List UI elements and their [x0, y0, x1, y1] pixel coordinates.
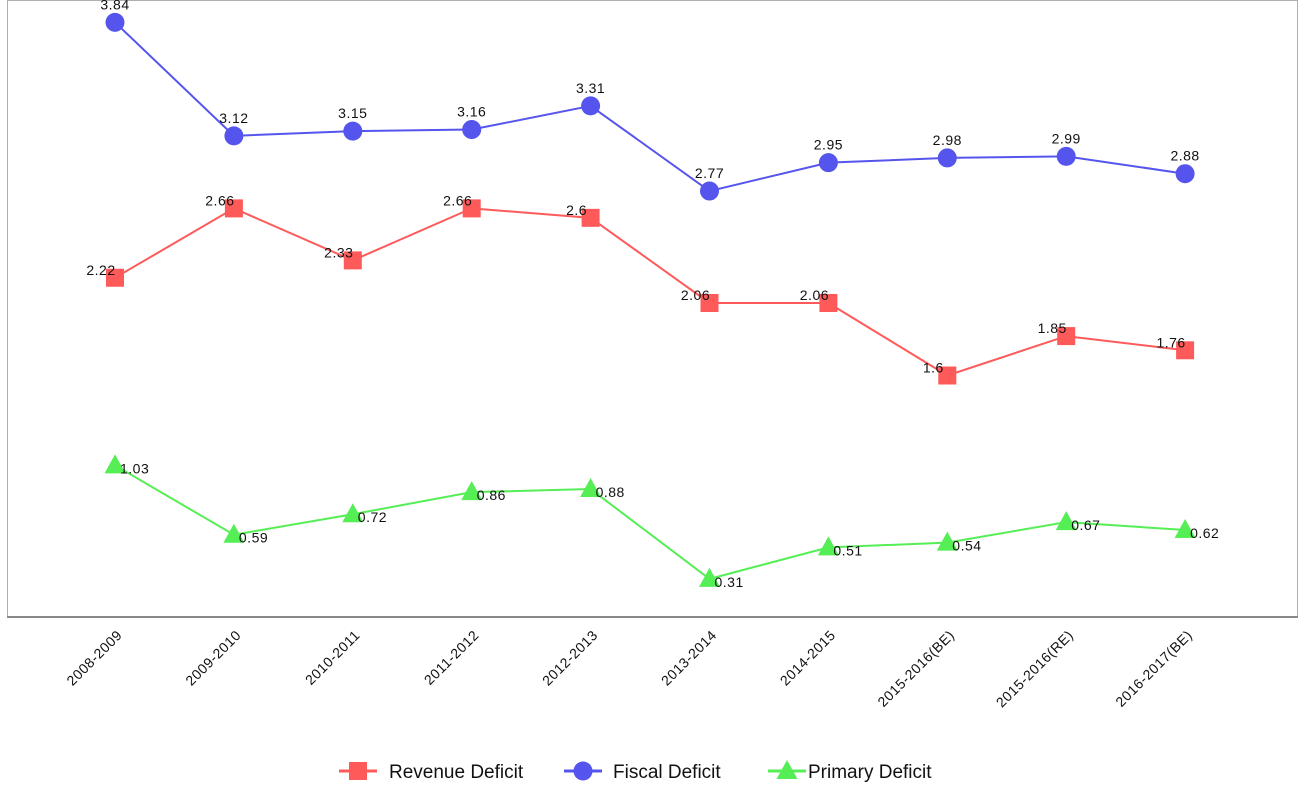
legend-item-primary-deficit[interactable]: Primary Deficit — [768, 760, 932, 783]
fiscal-deficit-point-10[interactable] — [1175, 164, 1195, 184]
primary-deficit-label-1: 1.03 — [120, 460, 149, 476]
fiscal-deficit-label-5: 3.31 — [576, 80, 605, 96]
primary-deficit-point-1[interactable] — [104, 454, 126, 474]
primary-deficit-point-2[interactable] — [223, 523, 245, 543]
revenue-deficit-label-4: 2.66 — [443, 192, 472, 208]
fiscal-deficit-label-4: 3.16 — [457, 104, 486, 120]
fiscal-deficit-point-6[interactable] — [700, 181, 719, 201]
fiscal-deficit-label-9: 2.99 — [1052, 130, 1081, 146]
fiscal-deficit-label-3: 3.15 — [338, 105, 367, 121]
fiscal-deficit-label-2: 3.12 — [219, 110, 248, 126]
legend-marker-triangle[interactable] — [776, 760, 798, 779]
fiscal-deficit-point-8[interactable] — [937, 148, 957, 168]
revenue-deficit-label-1: 2.22 — [86, 262, 115, 278]
primary-deficit-label-6: 0.31 — [715, 574, 744, 590]
legend-marker-square[interactable] — [349, 762, 367, 780]
primary-deficit-point-9[interactable] — [1055, 511, 1077, 531]
legend-marker-circle[interactable] — [573, 761, 593, 781]
revenue-deficit-point-1[interactable] — [106, 268, 124, 287]
revenue-deficit-point-4[interactable] — [462, 199, 481, 218]
x-tick-label-8: 2015-2016(BE) — [874, 627, 957, 710]
revenue-deficit-label-7: 2.06 — [800, 287, 829, 303]
fiscal-deficit-point-5[interactable] — [581, 96, 601, 116]
data-labels: 2.22 2.66 2.33 2.66 2.6 2.06 2.06 1.6 1.85 1.76 3.… — [86, 0, 1219, 590]
primary-deficit-label-7: 0.51 — [833, 542, 862, 558]
revenue-deficit-line — [114, 207, 1186, 377]
legend-item-revenue-deficit[interactable]: Revenue Deficit — [339, 762, 524, 783]
revenue-deficit-point-8[interactable] — [938, 366, 957, 385]
legend-item-fiscal-deficit[interactable]: Fiscal Deficit — [564, 761, 721, 783]
fiscal-deficit-label-1: 3.84 — [100, 0, 129, 12]
series-lines — [114, 21, 1186, 580]
x-tick-label-6: 2013-2014 — [658, 627, 720, 689]
fiscal-deficit-line — [114, 21, 1186, 193]
revenue-deficit-label-6: 2.06 — [681, 287, 710, 303]
x-tick-label-10: 2016-2017(BE) — [1112, 627, 1195, 710]
primary-deficit-point-7[interactable] — [817, 536, 839, 556]
primary-deficit-label-8: 0.54 — [952, 538, 981, 554]
primary-deficit-label-5: 0.88 — [596, 484, 625, 500]
revenue-deficit-point-3[interactable] — [343, 251, 362, 270]
x-tick-label-1: 2008-2009 — [63, 627, 125, 689]
fiscal-deficit-label-6: 2.77 — [695, 165, 724, 181]
fiscal-deficit-point-2[interactable] — [224, 126, 244, 146]
revenue-deficit-label-9: 1.85 — [1038, 320, 1067, 336]
primary-deficit-label-9: 0.67 — [1071, 517, 1100, 533]
legend-label-revenue-deficit: Revenue Deficit — [389, 762, 524, 782]
revenue-deficit-label-2: 2.66 — [205, 192, 234, 208]
revenue-deficit-point-2[interactable] — [224, 199, 243, 218]
fiscal-deficit-label-10: 2.88 — [1170, 148, 1199, 164]
x-tick-label-3: 2010-2011 — [302, 627, 363, 688]
plot-area-border — [7, 0, 1298, 617]
fiscal-deficit-point-3[interactable] — [343, 121, 363, 141]
primary-deficit-line — [114, 464, 1186, 580]
primary-deficit-label-2: 0.59 — [239, 530, 268, 546]
primary-deficit-point-10[interactable] — [1174, 519, 1196, 539]
series-markers — [104, 12, 1196, 587]
x-tick-label-7: 2014-2015 — [777, 627, 839, 689]
revenue-deficit-label-8: 1.6 — [923, 360, 944, 376]
fiscal-deficit-label-7: 2.95 — [814, 137, 843, 153]
x-tick-label-5: 2012-2013 — [539, 627, 601, 689]
revenue-deficit-point-6[interactable] — [700, 293, 719, 312]
x-tick-label-9: 2015-2016(RE) — [993, 627, 1077, 711]
fiscal-deficit-point-1[interactable] — [105, 12, 125, 32]
fiscal-deficit-label-8: 2.98 — [933, 132, 962, 148]
primary-deficit-point-4[interactable] — [461, 481, 483, 501]
revenue-deficit-point-9[interactable] — [1057, 327, 1076, 346]
revenue-deficit-label-3: 2.33 — [324, 244, 353, 260]
primary-deficit-label-10: 0.62 — [1190, 525, 1219, 541]
primary-deficit-point-5[interactable] — [580, 478, 602, 498]
revenue-deficit-point-10[interactable] — [1176, 341, 1195, 360]
x-axis-tick-labels: 2008-2009 2009-2010 2010-2011 2011-2012 2012… — [63, 627, 1195, 711]
primary-deficit-label-4: 0.86 — [477, 487, 506, 503]
primary-deficit-point-8[interactable] — [936, 531, 958, 551]
legend-label-primary-deficit: Primary Deficit — [808, 762, 932, 782]
primary-deficit-label-3: 0.72 — [358, 509, 387, 525]
x-tick-label-2: 2009-2010 — [182, 627, 244, 689]
fiscal-deficit-point-9[interactable] — [1056, 146, 1076, 166]
legend-label-fiscal-deficit: Fiscal Deficit — [613, 762, 721, 782]
revenue-deficit-label-5: 2.6 — [566, 202, 587, 218]
fiscal-deficit-point-4[interactable] — [462, 120, 482, 140]
primary-deficit-point-3[interactable] — [342, 503, 364, 523]
revenue-deficit-point-7[interactable] — [819, 293, 838, 312]
primary-deficit-point-6[interactable] — [699, 567, 720, 587]
fiscal-deficit-point-7[interactable] — [818, 153, 838, 173]
revenue-deficit-point-5[interactable] — [581, 208, 600, 227]
revenue-deficit-label-10: 1.76 — [1156, 334, 1185, 350]
legend[interactable]: Revenue Deficit Fiscal Deficit Primary Def… — [339, 760, 932, 783]
x-tick-label-4: 2011-2012 — [421, 627, 482, 688]
